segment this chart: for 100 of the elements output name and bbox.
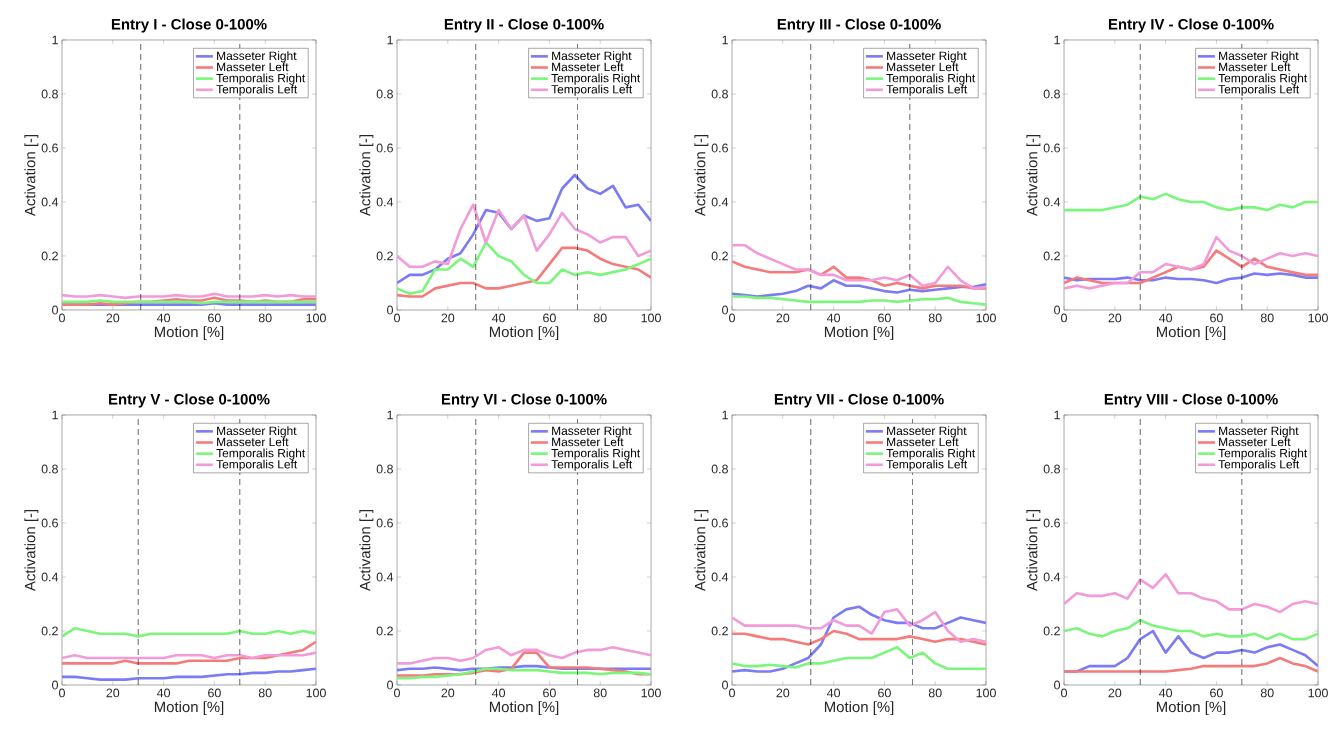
y-axis-title: Activation [-] (1026, 509, 1041, 592)
x-tick-label: 80 (1260, 688, 1274, 698)
x-tick-label: 20 (106, 688, 120, 698)
x-tick-label: 100 (976, 313, 996, 323)
legend-label: Temporalis Left (886, 459, 968, 471)
y-tick-label: 0.2 (1043, 626, 1060, 636)
x-tick-label: 100 (306, 688, 326, 698)
y-tick-label: 0.8 (41, 89, 58, 99)
x-tick-label: 20 (776, 313, 790, 323)
y-tick-label: 0.8 (376, 464, 393, 474)
legend-label: Temporalis Right (551, 73, 641, 85)
y-tick-label: 0.4 (711, 197, 729, 207)
y-tick-label: 0.6 (1043, 518, 1060, 528)
y-tick-label: 0.6 (41, 143, 58, 153)
legend-label: Masseter Left (217, 62, 289, 72)
legend-label: Masseter Left (887, 62, 959, 72)
x-tick-label: 100 (1308, 313, 1328, 323)
y-tick-label: 0.8 (41, 464, 58, 474)
legend-label: Masseter Right (1219, 426, 1299, 438)
y-axis-title: Activation [-] (359, 509, 374, 592)
x-tick-label: 40 (826, 313, 841, 323)
y-tick-label: 0 (387, 305, 393, 315)
legend-label: Masseter Left (1219, 62, 1291, 72)
x-tick-label: 60 (878, 313, 891, 323)
x-tick-label: 80 (258, 313, 272, 323)
legend-label: Masseter Left (887, 437, 959, 447)
legend-label: Temporalis Right (1218, 448, 1308, 460)
x-tick-label: 40 (491, 688, 506, 698)
chart-title: Entry I - Close 0-100% (111, 18, 267, 33)
y-tick-label: 0.4 (1043, 197, 1061, 207)
y-tick-label: 0.8 (376, 89, 393, 99)
legend-label: Temporalis Right (886, 448, 976, 460)
y-tick-label: 0.4 (1043, 572, 1061, 582)
legend-label: Masseter Right (887, 51, 967, 63)
x-tick-label: 60 (208, 313, 221, 323)
y-tick-label: 1 (722, 35, 728, 45)
legend-label: Temporalis Left (886, 84, 968, 96)
y-tick-label: 0.6 (711, 143, 728, 153)
legend-label: Temporalis Left (1218, 84, 1300, 96)
y-tick-label: 0.8 (1043, 89, 1060, 99)
x-tick-label: 80 (1260, 313, 1274, 323)
x-tick-label: 20 (1108, 688, 1122, 698)
x-tick-label: 60 (1210, 688, 1223, 698)
y-tick-label: 0.4 (41, 197, 59, 207)
y-tick-label: 0.6 (376, 143, 393, 153)
y-tick-label: 0 (722, 680, 729, 690)
legend-label: Temporalis Left (1218, 459, 1300, 471)
x-tick-label: 40 (156, 688, 171, 698)
y-tick-label: 0.4 (41, 572, 59, 582)
legend-label: Temporalis Right (216, 73, 306, 85)
y-tick-label: 0.6 (41, 518, 58, 528)
legend-label: Temporalis Left (216, 459, 298, 471)
y-tick-label: 0.2 (1043, 251, 1060, 261)
y-tick-label: 0.2 (376, 251, 393, 261)
y-tick-label: 1 (52, 410, 58, 420)
x-axis-title: Motion [%] (154, 326, 224, 341)
y-axis-title: Activation [-] (694, 134, 709, 217)
legend-label: Temporalis Left (216, 84, 298, 96)
y-axis-title: Activation [-] (694, 509, 709, 592)
x-axis-title: Motion [%] (154, 701, 224, 716)
y-tick-label: 0 (1054, 680, 1061, 690)
legend-label: Temporalis Left (551, 84, 633, 96)
y-tick-label: 1 (722, 410, 728, 420)
chart-title: Entry II - Close 0-100% (444, 18, 604, 33)
y-tick-label: 0.4 (376, 572, 394, 582)
y-axis-title: Activation [-] (24, 509, 39, 592)
legend-label: Temporalis Right (886, 73, 976, 85)
x-tick-label: 100 (306, 313, 326, 323)
x-axis-title: Motion [%] (824, 701, 894, 716)
y-tick-label: 0.6 (1043, 143, 1060, 153)
legend-label: Temporalis Right (1218, 73, 1308, 85)
legend-label: Temporalis Right (551, 448, 641, 460)
y-tick-label: 0 (722, 305, 729, 315)
y-tick-label: 1 (387, 35, 393, 45)
chart-title: Entry V - Close 0-100% (109, 393, 270, 408)
x-tick-label: 20 (441, 313, 455, 323)
y-tick-label: 0.4 (376, 197, 394, 207)
y-axis-title: Activation [-] (24, 134, 39, 217)
y-tick-label: 1 (387, 410, 393, 420)
x-tick-label: 40 (491, 313, 506, 323)
x-tick-label: 20 (1108, 313, 1122, 323)
y-tick-label: 0.8 (711, 89, 728, 99)
y-tick-label: 1 (1054, 410, 1060, 420)
legend-label: Masseter Right (1219, 51, 1299, 63)
y-tick-label: 0.2 (711, 251, 728, 261)
x-tick-label: 60 (543, 313, 556, 323)
x-axis-title: Motion [%] (489, 701, 559, 716)
x-tick-label: 40 (1158, 688, 1173, 698)
x-tick-label: 100 (641, 688, 661, 698)
x-tick-label: 100 (976, 688, 996, 698)
x-tick-label: 40 (156, 313, 171, 323)
legend-label: Masseter Right (887, 426, 967, 438)
x-axis-title: Motion [%] (824, 326, 894, 341)
x-tick-label: 40 (1158, 313, 1173, 323)
y-tick-label: 1 (52, 35, 58, 45)
y-tick-label: 0 (52, 680, 58, 690)
y-tick-label: 0.2 (711, 626, 728, 636)
chart-title: Entry VIII - Close 0-100% (1104, 393, 1278, 408)
legend-label: Masseter Right (552, 426, 632, 438)
chart-title: Entry III - Close 0-100% (777, 18, 941, 33)
